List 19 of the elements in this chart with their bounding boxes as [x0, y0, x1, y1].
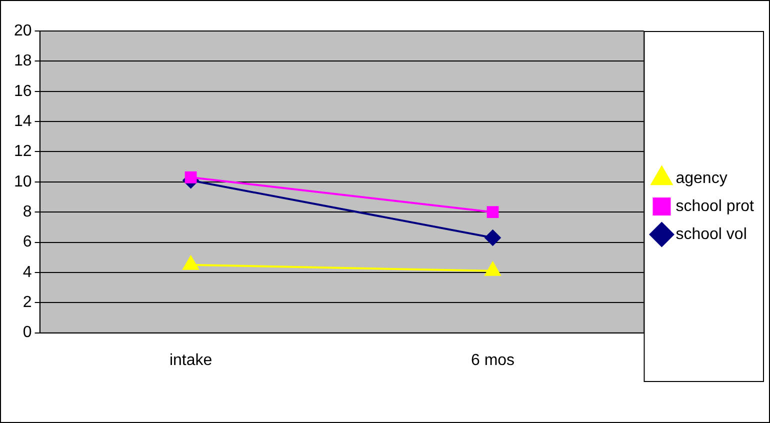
legend-label: school prot [676, 198, 755, 215]
y-tick-label: 10 [14, 173, 32, 190]
x-tick-label: intake [169, 352, 212, 369]
y-tick-label: 8 [22, 203, 32, 220]
y-tick-label: 16 [14, 82, 32, 100]
y-tick-label: 2 [22, 294, 32, 312]
y-tick-label: 4 [22, 264, 32, 281]
y-tick-label: 20 [14, 22, 32, 40]
y-tick-label: 18 [14, 52, 32, 70]
y-tick-label: 6 [22, 234, 32, 251]
y-tick-label: 0 [22, 324, 32, 342]
legend-label: school vol [676, 226, 747, 243]
y-tick-label: 12 [14, 143, 32, 160]
y-tick-label: 14 [14, 112, 32, 130]
point [486, 206, 499, 218]
legend-label: agency [676, 170, 728, 187]
point [184, 171, 197, 184]
x-tick-label: 6 mos [470, 352, 515, 369]
point [484, 230, 501, 246]
